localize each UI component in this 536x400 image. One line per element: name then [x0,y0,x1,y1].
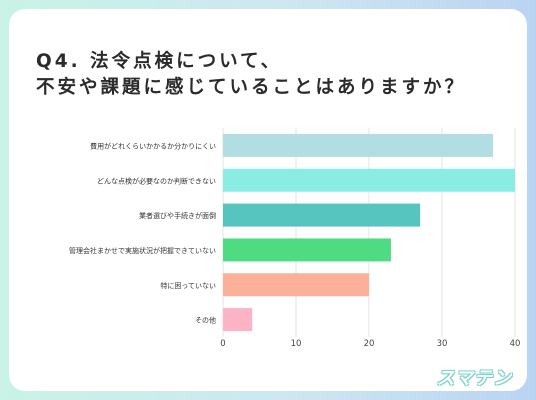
brand-logo: スマテン [436,368,512,389]
bar [223,308,253,332]
title-line-2: 不安や課題に感じていることはありますか？ [36,77,467,98]
category-label: 業者選びや手続きが面倒 [139,211,216,220]
x-tick-label: 0 [220,339,225,349]
category-label: 費用がどれくらいかかるか分かりにくい [90,141,216,150]
x-tick-label: 40 [510,339,521,349]
bar [223,168,515,192]
category-label: 特に困っていない [160,281,216,290]
bar [223,133,494,157]
x-tick-label: 20 [364,339,375,349]
category-label: どんな点検が必要なのか判断できない [97,176,216,185]
chart-card: Q4. 法令点検について、 不安や課題に感じていることはありますか？ [9,9,527,391]
category-label: 管理会社まかせで実施状況が把握できていない [69,246,216,255]
x-tick-label: 10 [291,339,302,349]
bar [223,203,421,227]
bar [223,273,369,297]
chart-title: Q4. 法令点検について、 不安や課題に感じていることはありますか？ [36,49,516,101]
bar [223,238,391,262]
x-tick-label: 30 [437,339,448,349]
title-line-1: Q4. 法令点検について、 [36,51,283,72]
category-label: その他 [195,316,216,325]
